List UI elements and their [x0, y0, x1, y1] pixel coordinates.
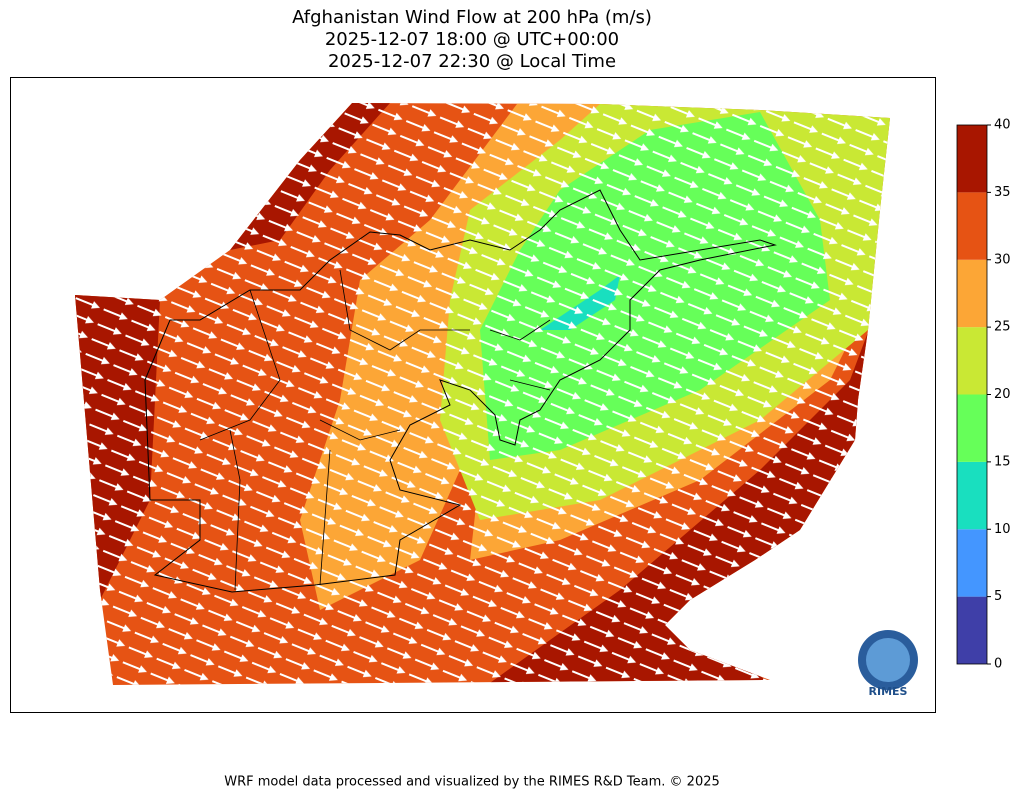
wind-arrows	[75, 103, 890, 685]
province-border	[199, 269, 551, 591]
country-border	[144, 189, 777, 593]
title: Afghanistan Wind Flow at 200 hPa (m/s) 2…	[292, 7, 652, 72]
colorbar-segment	[957, 596, 987, 664]
colorbar-tick-label: 10	[994, 522, 1011, 537]
colorbar-segment	[957, 192, 987, 260]
colorbar-tick-label: 20	[994, 387, 1011, 402]
colorbar-segment	[957, 529, 987, 597]
footer: WRF model data processed and visualized …	[224, 775, 720, 790]
wind-field	[75, 103, 890, 685]
logo: RIMES	[858, 630, 918, 698]
colorbar: 0 5 10 15 20 25 30 35 40	[956, 118, 1011, 672]
colorbar-tick-label: 5	[994, 589, 1002, 604]
title-line: 2025-12-07 18:00 @ UTC+00:00	[325, 29, 619, 50]
colorbar-segment	[957, 259, 987, 328]
colorbar-segment	[957, 125, 987, 193]
colorbar-tick-label: 0	[994, 657, 1002, 672]
title-line: 2025-12-07 22:30 @ Local Time	[328, 51, 616, 72]
colorbar-tick-label: 15	[994, 454, 1011, 469]
colorbar-segment	[957, 327, 987, 395]
colorbar-tick-label: 40	[994, 118, 1011, 133]
colorbar-tick-label: 30	[994, 252, 1011, 267]
colorbar-segment	[957, 394, 987, 462]
colorbar-segment	[957, 461, 987, 530]
colorbar-tick-label: 35	[994, 185, 1011, 200]
logo-emblem	[866, 638, 910, 682]
colorbar-tick-label: 25	[994, 320, 1011, 335]
logo-text: RIMES	[869, 685, 908, 698]
map-frame	[10, 77, 936, 713]
title-line: Afghanistan Wind Flow at 200 hPa (m/s)	[292, 7, 652, 28]
